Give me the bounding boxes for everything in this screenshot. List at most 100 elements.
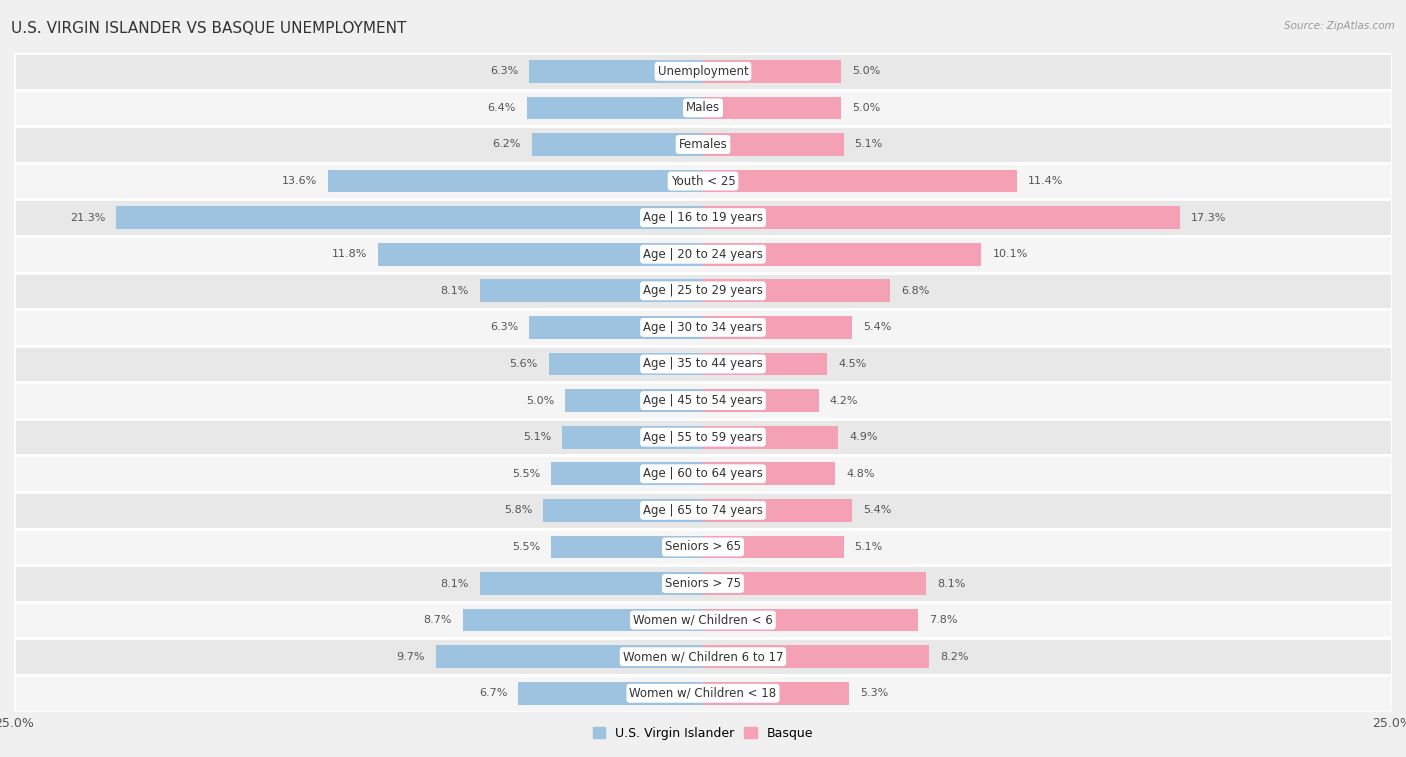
Text: 5.3%: 5.3% [860, 688, 889, 698]
Bar [703, 353, 827, 375]
Bar [14, 273, 1392, 309]
Bar [14, 419, 1392, 456]
Text: Age | 55 to 59 years: Age | 55 to 59 years [643, 431, 763, 444]
Text: 8.1%: 8.1% [440, 286, 468, 296]
Text: 5.5%: 5.5% [512, 542, 540, 552]
Bar [14, 675, 1392, 712]
Bar [519, 682, 703, 705]
Text: 8.7%: 8.7% [423, 615, 453, 625]
Bar [479, 279, 703, 302]
Bar [14, 236, 1392, 273]
Bar [14, 53, 1392, 89]
Text: Age | 25 to 29 years: Age | 25 to 29 years [643, 285, 763, 298]
Text: 13.6%: 13.6% [283, 176, 318, 186]
Text: Age | 16 to 19 years: Age | 16 to 19 years [643, 211, 763, 224]
Text: 5.6%: 5.6% [509, 359, 537, 369]
Bar [530, 316, 703, 338]
Text: 4.2%: 4.2% [830, 396, 858, 406]
Text: 5.0%: 5.0% [852, 103, 880, 113]
Bar [14, 456, 1392, 492]
Text: Seniors > 65: Seniors > 65 [665, 540, 741, 553]
Bar [14, 163, 1392, 199]
Bar [551, 536, 703, 558]
Bar [14, 346, 1392, 382]
Bar [117, 207, 703, 229]
Bar [14, 638, 1392, 675]
Bar [14, 309, 1392, 346]
Bar [703, 133, 844, 156]
Bar [14, 528, 1392, 565]
Text: Age | 20 to 24 years: Age | 20 to 24 years [643, 248, 763, 260]
Text: 5.5%: 5.5% [512, 469, 540, 478]
Bar [14, 565, 1392, 602]
Bar [551, 463, 703, 485]
Bar [479, 572, 703, 595]
Bar [531, 133, 703, 156]
Bar [14, 126, 1392, 163]
Text: 4.9%: 4.9% [849, 432, 877, 442]
Text: Age | 35 to 44 years: Age | 35 to 44 years [643, 357, 763, 370]
Bar [703, 389, 818, 412]
Bar [703, 609, 918, 631]
Text: Youth < 25: Youth < 25 [671, 175, 735, 188]
Text: Women w/ Children 6 to 17: Women w/ Children 6 to 17 [623, 650, 783, 663]
Text: Males: Males [686, 101, 720, 114]
Text: 5.0%: 5.0% [526, 396, 554, 406]
Bar [14, 602, 1392, 638]
Text: Seniors > 75: Seniors > 75 [665, 577, 741, 590]
Text: 9.7%: 9.7% [396, 652, 425, 662]
Text: Women w/ Children < 6: Women w/ Children < 6 [633, 614, 773, 627]
Bar [530, 60, 703, 83]
Text: 11.4%: 11.4% [1028, 176, 1063, 186]
Text: 21.3%: 21.3% [70, 213, 105, 223]
Bar [703, 97, 841, 119]
Bar [527, 97, 703, 119]
Text: 6.7%: 6.7% [479, 688, 508, 698]
Text: 5.1%: 5.1% [855, 139, 883, 149]
Bar [703, 536, 844, 558]
Bar [703, 646, 929, 668]
Legend: U.S. Virgin Islander, Basque: U.S. Virgin Islander, Basque [588, 722, 818, 745]
Bar [463, 609, 703, 631]
Text: 8.2%: 8.2% [941, 652, 969, 662]
Bar [703, 243, 981, 266]
Text: Women w/ Children < 18: Women w/ Children < 18 [630, 687, 776, 699]
Text: 8.1%: 8.1% [440, 578, 468, 588]
Text: Source: ZipAtlas.com: Source: ZipAtlas.com [1284, 21, 1395, 31]
Text: 5.4%: 5.4% [863, 506, 891, 516]
Text: 17.3%: 17.3% [1191, 213, 1226, 223]
Text: 11.8%: 11.8% [332, 249, 367, 259]
Text: Age | 30 to 34 years: Age | 30 to 34 years [643, 321, 763, 334]
Bar [436, 646, 703, 668]
Bar [703, 279, 890, 302]
Text: Unemployment: Unemployment [658, 65, 748, 78]
Text: Age | 60 to 64 years: Age | 60 to 64 years [643, 467, 763, 480]
Text: 6.3%: 6.3% [491, 322, 519, 332]
Text: 6.3%: 6.3% [491, 67, 519, 76]
Text: 5.8%: 5.8% [503, 506, 531, 516]
Bar [703, 316, 852, 338]
Text: Females: Females [679, 138, 727, 151]
Bar [562, 426, 703, 448]
Bar [703, 207, 1180, 229]
Text: 6.4%: 6.4% [488, 103, 516, 113]
Bar [548, 353, 703, 375]
Bar [14, 382, 1392, 419]
Bar [14, 492, 1392, 528]
Text: 7.8%: 7.8% [929, 615, 957, 625]
Text: Age | 45 to 54 years: Age | 45 to 54 years [643, 394, 763, 407]
Text: U.S. VIRGIN ISLANDER VS BASQUE UNEMPLOYMENT: U.S. VIRGIN ISLANDER VS BASQUE UNEMPLOYM… [11, 21, 406, 36]
Text: 8.1%: 8.1% [938, 578, 966, 588]
Text: 4.8%: 4.8% [846, 469, 875, 478]
Bar [703, 426, 838, 448]
Bar [14, 199, 1392, 236]
Text: 10.1%: 10.1% [993, 249, 1028, 259]
Text: Age | 65 to 74 years: Age | 65 to 74 years [643, 504, 763, 517]
Text: 5.4%: 5.4% [863, 322, 891, 332]
Bar [703, 170, 1017, 192]
Text: 5.0%: 5.0% [852, 67, 880, 76]
Bar [703, 463, 835, 485]
Text: 5.1%: 5.1% [523, 432, 551, 442]
Bar [703, 572, 927, 595]
Bar [14, 89, 1392, 126]
